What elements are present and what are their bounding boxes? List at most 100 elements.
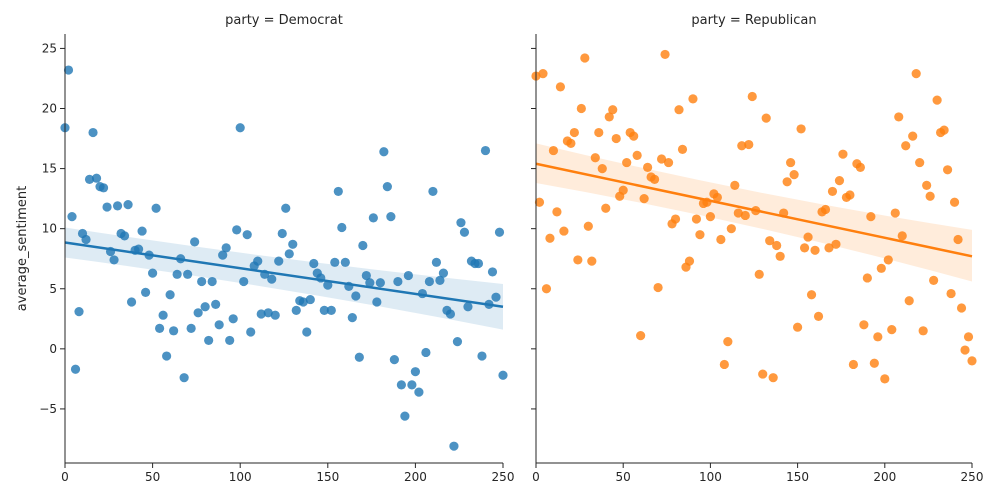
data-point-republican (775, 251, 785, 261)
data-point-republican (684, 256, 695, 266)
data-point-democrat (351, 291, 361, 301)
data-point-republican (949, 197, 960, 207)
data-point-republican (566, 138, 576, 148)
data-point-democrat (70, 364, 81, 374)
data-point-democrat (148, 268, 158, 278)
data-point-democrat (361, 270, 371, 281)
data-point-republican (831, 239, 841, 249)
data-point-republican (597, 163, 607, 174)
data-point-republican (611, 133, 621, 144)
data-point-democrat (151, 203, 161, 213)
data-point-republican (967, 356, 977, 366)
data-point-republican (677, 144, 688, 154)
data-point-republican (793, 322, 803, 332)
data-point-republican (963, 332, 974, 342)
data-point-democrat (358, 240, 368, 251)
data-point-democrat (354, 352, 364, 362)
data-point-republican (908, 131, 918, 141)
data-point-democrat (382, 182, 392, 192)
data-point-democrat (84, 174, 95, 185)
x-tick-label: 200 (404, 470, 427, 484)
data-point-democrat (158, 310, 168, 320)
data-point-republican (754, 269, 764, 279)
data-point-republican (845, 190, 855, 200)
data-point-democrat (438, 268, 449, 278)
x-tick-label: 50 (616, 470, 631, 484)
data-point-democrat (386, 212, 396, 222)
data-point-democrat (396, 380, 406, 390)
data-point-republican (555, 82, 566, 92)
data-point-republican (873, 332, 883, 342)
data-point-republican (929, 275, 939, 285)
data-point-republican (712, 192, 722, 203)
data-point-democrat (281, 203, 291, 213)
data-point-republican (636, 331, 646, 341)
y-tick-label: 25 (42, 41, 57, 55)
data-point-republican (803, 232, 813, 242)
data-point-republican (911, 69, 921, 79)
data-point-republican (608, 105, 618, 115)
data-point-democrat (400, 411, 410, 421)
data-point-republican (639, 194, 649, 204)
data-point-democrat (407, 380, 417, 390)
data-point-republican (583, 221, 593, 231)
y-tick-label: 0 (49, 342, 57, 356)
data-point-republican (876, 263, 886, 273)
data-point-republican (939, 125, 949, 135)
data-point-republican (953, 234, 963, 245)
data-point-democrat (140, 287, 151, 297)
data-point-republican (594, 127, 604, 138)
data-point-democrat (193, 308, 203, 318)
data-point-republican (737, 141, 747, 151)
data-point-republican (663, 157, 674, 168)
data-point-republican (674, 105, 684, 115)
data-point-democrat (162, 351, 172, 361)
data-point-republican (904, 296, 914, 306)
data-point-democrat (172, 269, 182, 279)
data-point-democrat (270, 310, 280, 320)
data-point-democrat (88, 127, 98, 138)
y-tick-label: 15 (42, 162, 57, 176)
data-point-republican (932, 95, 942, 105)
data-point-republican (862, 273, 872, 283)
x-tick-label: 150 (316, 470, 339, 484)
data-point-democrat (337, 222, 347, 233)
data-point-republican (796, 124, 806, 134)
data-point-republican (587, 256, 597, 266)
data-point-democrat (214, 320, 224, 330)
y-tick-label: 5 (49, 282, 57, 296)
data-point-democrat (126, 297, 137, 307)
data-point-republican (730, 180, 740, 191)
data-point-democrat (431, 257, 442, 267)
data-point-democrat (165, 290, 175, 300)
data-point-republican (827, 186, 838, 197)
facet-republican: party = Republican 0 50 100 150 200 250 (531, 13, 983, 484)
data-point-democrat (207, 276, 217, 287)
data-point-democrat (211, 299, 221, 309)
data-point-democrat (326, 305, 336, 315)
data-point-republican (789, 169, 799, 180)
data-point-republican (838, 149, 848, 159)
data-point-democrat (109, 255, 119, 265)
data-point-republican (956, 303, 967, 313)
data-point-democrat (473, 258, 484, 269)
data-point-democrat (302, 327, 312, 337)
data-point-republican (761, 113, 771, 123)
data-point-democrat (263, 308, 273, 318)
data-point-democrat (274, 256, 284, 266)
data-point-republican (723, 337, 733, 347)
data-point-democrat (414, 387, 424, 397)
data-point-republican (590, 153, 600, 163)
data-point-democrat (452, 337, 463, 347)
data-point-democrat (498, 370, 508, 380)
data-point-republican (887, 325, 897, 335)
data-point-democrat (288, 239, 298, 249)
data-point-republican (559, 226, 569, 236)
data-point-democrat (190, 237, 200, 247)
data-point-republican (799, 243, 810, 253)
x-tick-label: 0 (532, 470, 540, 484)
data-point-republican (604, 112, 614, 122)
data-point-republican (538, 69, 548, 79)
x-tick-label: 0 (61, 470, 69, 484)
